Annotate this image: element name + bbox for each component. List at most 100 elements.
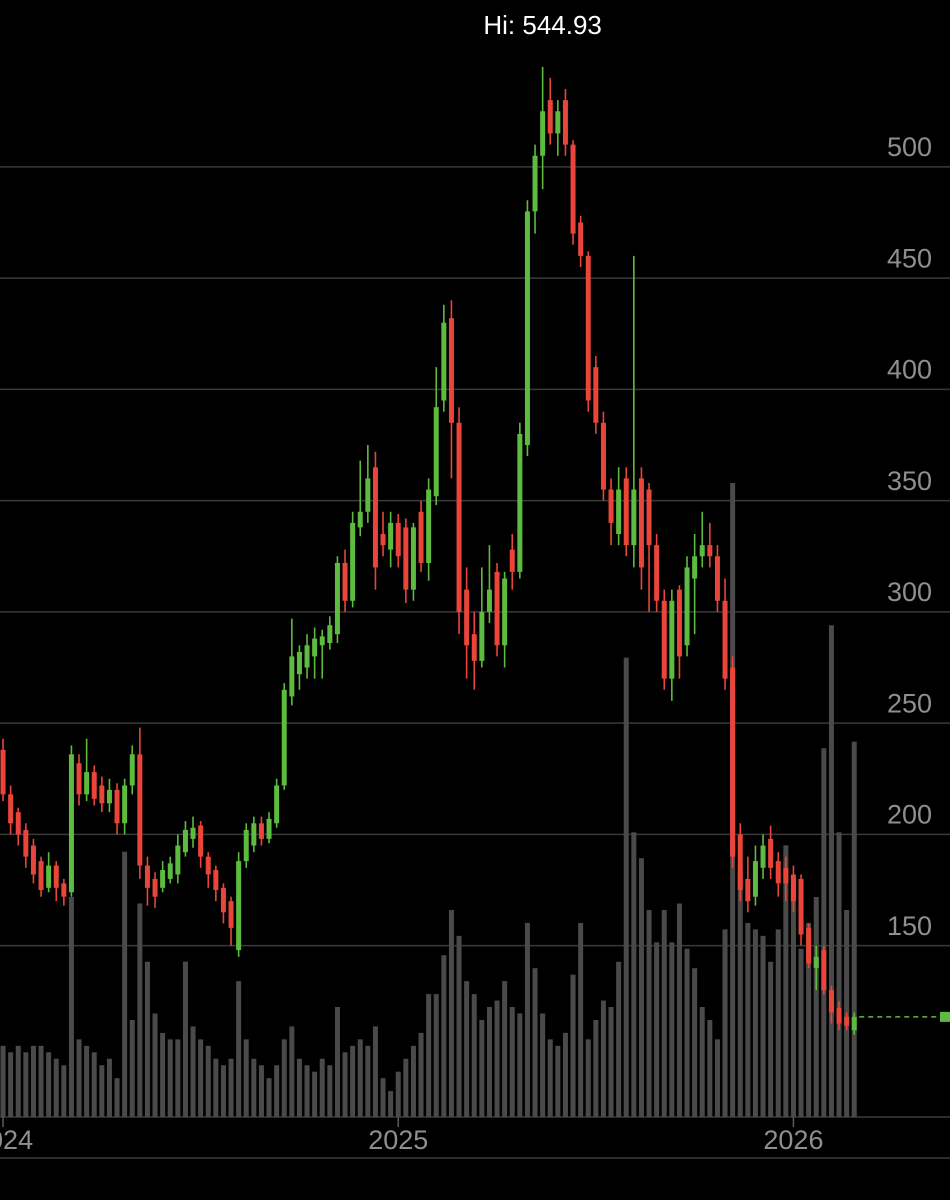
volume-bar — [806, 922, 812, 1117]
volume-bar — [783, 845, 789, 1117]
candle-body — [251, 823, 257, 846]
candle-body — [236, 861, 242, 951]
candle-body — [813, 956, 819, 968]
volume-bar — [737, 871, 743, 1117]
candle-body — [790, 874, 796, 902]
last-price-marker — [940, 1011, 950, 1022]
y-tick-label: 250 — [887, 688, 932, 718]
candle-body — [198, 825, 204, 857]
volume-bar — [167, 1039, 173, 1117]
volume-bar — [616, 961, 622, 1117]
candle-body — [372, 467, 378, 568]
candle-body — [167, 863, 173, 879]
candle-body — [23, 829, 29, 857]
candle-body — [562, 100, 568, 145]
volume-bar — [768, 961, 774, 1117]
candle-body — [106, 789, 112, 804]
volume-bar — [38, 1045, 44, 1117]
candle-body — [433, 407, 439, 497]
volume-bar — [813, 897, 819, 1117]
volume-bar — [509, 1007, 515, 1117]
volume-bar — [600, 1000, 606, 1117]
volume-bar — [821, 748, 827, 1117]
volume-bar — [122, 851, 128, 1117]
volume-bar — [365, 1045, 371, 1117]
volume-bar — [380, 1078, 386, 1117]
candle-body — [220, 887, 226, 913]
volume-bar — [676, 903, 682, 1117]
volume-bar — [699, 1007, 705, 1117]
volume-bar — [707, 1019, 713, 1117]
candle-body — [479, 611, 485, 661]
candle-body — [213, 870, 219, 891]
volume-bar — [228, 1058, 234, 1117]
volume-bar — [646, 909, 652, 1117]
candle-body — [532, 155, 538, 212]
candle-body — [350, 522, 356, 601]
volume-bar — [456, 935, 462, 1117]
volume-bar — [372, 1026, 378, 1117]
volume-bar — [350, 1045, 356, 1117]
volume-bar — [433, 994, 439, 1117]
candle-body — [593, 367, 599, 423]
candle-body — [182, 829, 188, 853]
x-tick-label: 2026 — [763, 1125, 823, 1155]
volume-bar — [410, 1045, 416, 1117]
volume-bar — [388, 1091, 394, 1117]
volume-bar — [547, 1039, 553, 1117]
candle-body — [144, 865, 150, 888]
candle-body — [441, 322, 447, 401]
candle-body — [160, 870, 166, 888]
candle-body — [775, 861, 781, 884]
volume-bar — [684, 948, 690, 1117]
candle-body — [631, 489, 637, 546]
volume-bar — [532, 968, 538, 1117]
volume-bar — [851, 741, 857, 1117]
candle-body — [547, 100, 553, 134]
candle-body — [714, 556, 720, 601]
candle-body — [380, 534, 386, 546]
volume-bar — [448, 909, 454, 1117]
volume-bar — [289, 1026, 295, 1117]
volume-bar — [357, 1039, 363, 1117]
volume-bar — [274, 1065, 280, 1117]
volume-bar — [585, 1039, 591, 1117]
volume-bar — [205, 1045, 211, 1117]
volume-bar — [129, 1019, 135, 1117]
volume-bar — [23, 1052, 29, 1117]
candle-body — [509, 549, 515, 572]
candle-body — [365, 478, 371, 512]
volume-bar — [654, 942, 660, 1117]
y-tick-label: 400 — [887, 355, 932, 385]
volume-bar — [638, 858, 644, 1117]
candle-body — [418, 511, 424, 563]
candle-body — [768, 838, 774, 868]
volume-bar — [464, 981, 470, 1117]
high-label: Hi: 544.93 — [483, 10, 602, 40]
volume-bar — [190, 1026, 196, 1117]
candle-body — [486, 589, 492, 612]
volume-bar — [114, 1078, 120, 1117]
candle-body — [828, 990, 834, 1013]
volume-bar — [760, 935, 766, 1117]
y-tick-label: 450 — [887, 243, 932, 273]
volume-bar — [745, 922, 751, 1117]
candle-body — [760, 845, 766, 868]
candle-body — [334, 562, 340, 635]
volume-bar — [692, 968, 698, 1117]
candle-body — [517, 433, 523, 572]
volume-bar — [486, 1007, 492, 1117]
candle-body — [707, 545, 713, 557]
volume-bar — [494, 1000, 500, 1117]
candle-body — [76, 763, 82, 795]
candle-body — [137, 754, 143, 866]
volume-bar — [441, 955, 447, 1117]
candle-body — [692, 556, 698, 579]
candle-body — [410, 527, 416, 590]
volume-bar — [608, 1007, 614, 1117]
candle-body — [494, 571, 500, 646]
volume-bar — [714, 1039, 720, 1117]
volume-bar — [30, 1045, 36, 1117]
x-tick-label: 2024 — [0, 1125, 33, 1155]
